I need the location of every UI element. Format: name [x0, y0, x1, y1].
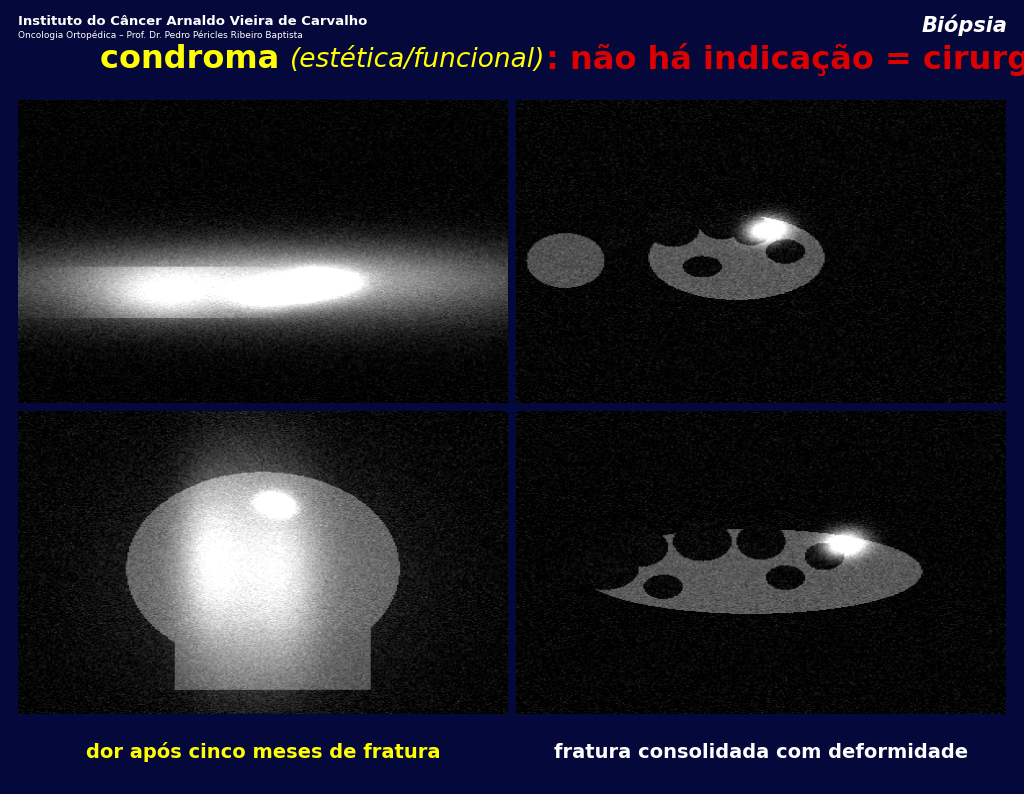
Text: Biópsia: Biópsia — [922, 15, 1008, 37]
Text: (estética/funcional): (estética/funcional) — [291, 47, 546, 73]
Text: AX  DP Spir: AX DP Spir — [526, 110, 612, 125]
Text: dor após cinco meses de fratura: dor após cinco meses de fratura — [86, 742, 440, 762]
Text: Oncologia Ortopédica – Prof. Dr. Pedro Péricles Ribeiro Baptista: Oncologia Ortopédica – Prof. Dr. Pedro P… — [18, 30, 303, 40]
Bar — [516, 411, 1006, 714]
Text: COR  Gad: COR Gad — [28, 421, 102, 436]
Text: : não há indicação = cirurgia s/n: : não há indicação = cirurgia s/n — [546, 44, 1024, 76]
Bar — [516, 100, 1006, 403]
Bar — [18, 100, 508, 403]
Text: AX   Gad: AX Gad — [526, 421, 593, 436]
Bar — [18, 411, 508, 714]
Text: SAG  DP: SAG DP — [28, 110, 91, 125]
Text: fratura consolidada com deformidade: fratura consolidada com deformidade — [554, 742, 968, 761]
Text: ?: ? — [938, 310, 1002, 418]
Text: Instituto do Câncer Arnaldo Vieira de Carvalho: Instituto do Câncer Arnaldo Vieira de Ca… — [18, 15, 368, 28]
Text: condroma: condroma — [100, 44, 291, 75]
